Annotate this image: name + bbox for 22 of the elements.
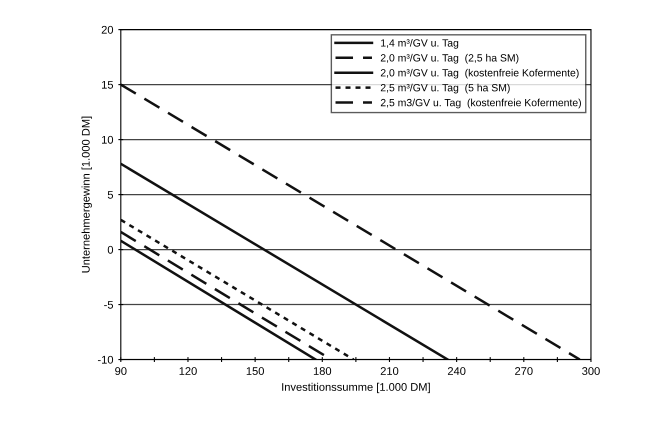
x-tick-label: 270 bbox=[515, 367, 533, 376]
y-tick-label: 5 bbox=[108, 190, 114, 199]
x-tick-label: 300 bbox=[582, 367, 600, 376]
legend-label: 2,0 m³/GV u. Tag (kostenfreie Kofermente) bbox=[380, 68, 579, 79]
y-tick-label: 10 bbox=[102, 136, 114, 144]
legend-label: 1,4 m³/GV u. Tag bbox=[381, 38, 458, 49]
y-tick-label: -10 bbox=[98, 356, 114, 364]
legend-label: 2,0 m³/GV u. Tag (2,5 ha SM) bbox=[380, 54, 518, 64]
legend-label: 2,5 m³/GV u. Tag (5 ha SM) bbox=[380, 84, 510, 94]
legend-label: 2,5 m3/GV u. Tag (kostenfreie Kofermente) bbox=[380, 98, 581, 108]
x-axis-title: Investitionssumme [1.000 DM] bbox=[282, 382, 430, 394]
y-tick-label: 15 bbox=[102, 80, 114, 89]
x-tick-label: 180 bbox=[314, 367, 332, 376]
y-tick-label: -5 bbox=[104, 300, 114, 309]
x-tick-label: 210 bbox=[380, 367, 398, 376]
x-tick-label: 150 bbox=[246, 367, 264, 376]
y-axis-title: Unternehmergewinn [1.000 DM] bbox=[82, 116, 92, 272]
x-tick-label: 90 bbox=[115, 367, 127, 376]
y-tick-label: 0 bbox=[108, 246, 114, 254]
x-tick-label: 120 bbox=[180, 367, 197, 376]
y-tick-label: 20 bbox=[102, 26, 114, 34]
x-tick-label: 240 bbox=[448, 367, 466, 376]
